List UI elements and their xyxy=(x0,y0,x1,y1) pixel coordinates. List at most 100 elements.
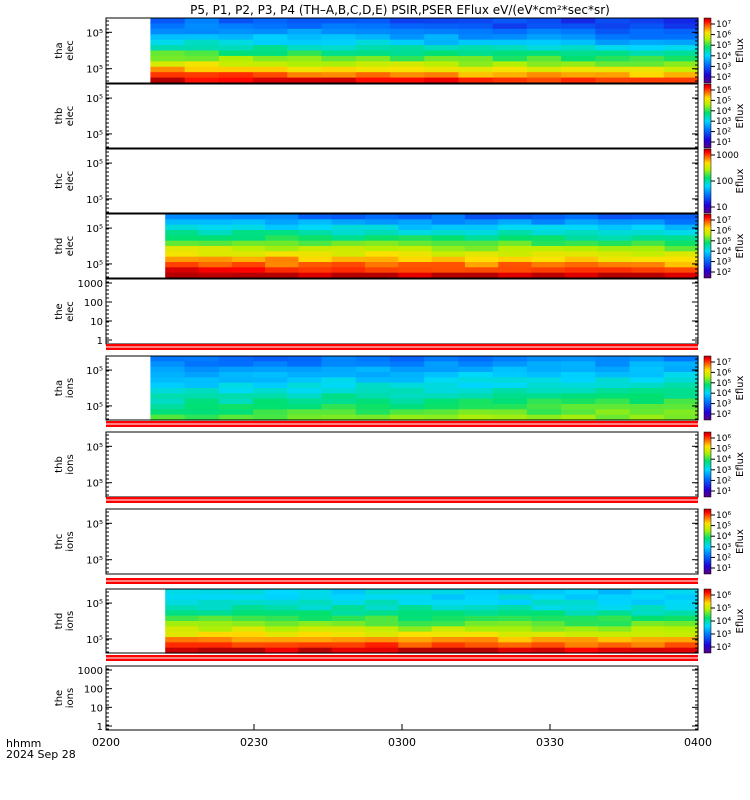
heatmap-cell xyxy=(492,404,528,410)
heatmap-cell xyxy=(184,45,220,52)
heatmap-cell xyxy=(663,61,699,68)
heatmap-cell xyxy=(424,50,460,57)
heatmap-cell xyxy=(231,637,266,643)
heatmap-cell xyxy=(424,366,460,373)
heatmap-cell xyxy=(526,388,562,394)
heatmap-cell xyxy=(664,615,699,622)
heatmap-cell xyxy=(564,626,599,633)
heatmap-cell xyxy=(298,626,333,633)
heatmap-cell xyxy=(431,605,466,611)
colorbar-title: Eflux xyxy=(735,103,746,128)
heatmap-cell xyxy=(198,642,233,649)
heatmap-cell xyxy=(526,377,562,384)
heatmap-cell xyxy=(595,23,631,30)
heatmap-cell xyxy=(464,610,499,617)
heatmap-cell xyxy=(531,631,566,638)
y-tick-label: 10⁵ xyxy=(86,402,103,413)
heatmap-cell xyxy=(298,642,333,649)
heatmap-cell xyxy=(664,647,699,654)
heatmap-cell xyxy=(629,23,665,30)
heatmap-cell xyxy=(398,610,433,617)
heatmap-cell xyxy=(389,23,425,30)
heatmap-cell xyxy=(631,214,666,220)
heatmap-cell xyxy=(526,398,562,405)
heatmap-cell xyxy=(331,246,366,252)
heatmap-cell xyxy=(561,18,596,25)
heatmap-cell xyxy=(561,361,596,368)
heatmap-cell xyxy=(424,55,460,62)
heatmap-cell xyxy=(492,388,528,394)
heatmap-cell xyxy=(492,18,528,25)
heatmap-cell xyxy=(198,251,233,258)
heatmap-cell xyxy=(321,77,357,84)
heatmap-cell xyxy=(595,414,631,421)
heatmap-cell xyxy=(595,377,631,384)
heatmap-cell xyxy=(321,23,357,30)
heatmap-cell xyxy=(531,256,566,263)
heatmap-cell xyxy=(365,235,399,242)
panel-label: elec xyxy=(65,171,76,192)
colorbar-tick-label: 10⁵ xyxy=(716,522,731,532)
heatmap-cell xyxy=(298,230,333,236)
panel-frame xyxy=(105,83,699,149)
heatmap-cell xyxy=(464,251,499,258)
heatmap-cell xyxy=(287,372,323,378)
heatmap-cell xyxy=(629,404,665,410)
heatmap-cell xyxy=(365,642,399,649)
colorbar-tick-label: 10¹ xyxy=(716,138,731,148)
heatmap-cell xyxy=(321,55,357,62)
heatmap-cell xyxy=(398,240,433,247)
heatmap-cell xyxy=(464,224,499,231)
heatmap-cell xyxy=(389,398,425,405)
heatmap-cell xyxy=(492,356,528,362)
heatmap-cell xyxy=(458,34,494,41)
heatmap-cell xyxy=(664,626,699,633)
heatmap-cell xyxy=(198,605,233,611)
heatmap-cell xyxy=(253,66,288,73)
y-tick-label: 10⁵ xyxy=(86,442,103,453)
heatmap-cell xyxy=(389,77,425,84)
heatmap-cell xyxy=(184,66,220,73)
heatmap-cell xyxy=(365,615,399,622)
heatmap-cell xyxy=(464,647,499,654)
heatmap-cell xyxy=(253,23,288,30)
heatmap-cell xyxy=(398,637,433,643)
heatmap-cell xyxy=(498,246,533,252)
heatmap-cell xyxy=(531,626,566,633)
y-tick-label: 10⁵ xyxy=(86,260,103,271)
heatmap-cell xyxy=(287,50,323,57)
heatmap-cell xyxy=(218,72,254,79)
colorbar-tick-label: 10⁶ xyxy=(716,434,731,444)
heatmap-cell xyxy=(424,18,460,25)
heatmap-cell xyxy=(595,34,631,41)
heatmap-cell xyxy=(321,50,357,57)
heatmap-cell xyxy=(231,224,266,231)
heatmap-cell xyxy=(365,219,399,226)
heatmap-cell xyxy=(431,621,466,627)
heatmap-cell xyxy=(531,240,566,247)
heatmap-cell xyxy=(184,398,220,405)
heatmap-cell xyxy=(498,272,533,279)
heatmap-cell xyxy=(598,621,632,627)
heatmap-cell xyxy=(564,235,599,242)
heatmap-cell xyxy=(398,626,433,633)
heatmap-cell xyxy=(398,219,433,226)
heatmap-cell xyxy=(287,28,323,35)
heatmap-cell xyxy=(424,393,460,400)
heatmap-cell xyxy=(598,262,632,268)
y-tick-label: 10⁵ xyxy=(86,130,103,141)
panel-thc-elec: 10⁵ 10⁵ thc elec 1000 100 10 Eflux xyxy=(54,148,746,214)
heatmap-cell xyxy=(355,414,391,421)
heatmap-cell xyxy=(231,267,266,274)
heatmap-cell xyxy=(598,240,632,247)
heatmap-cell xyxy=(265,219,299,226)
heatmap-cell xyxy=(398,642,433,649)
heatmap-cell xyxy=(231,246,266,252)
heatmap-cell xyxy=(498,589,533,595)
panel-label: ions xyxy=(65,611,76,631)
heatmap-cell xyxy=(464,230,499,236)
heatmap-cell xyxy=(365,647,399,654)
heatmap-cell xyxy=(331,621,366,627)
heatmap-cell xyxy=(398,267,433,274)
heatmap-cell xyxy=(663,404,699,410)
